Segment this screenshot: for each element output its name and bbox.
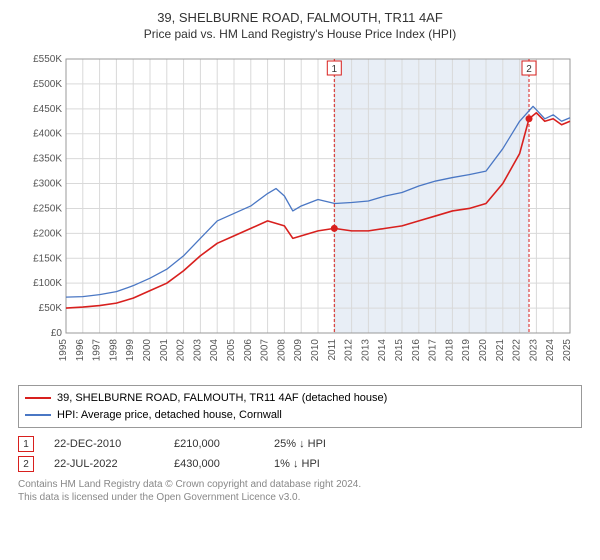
svg-text:£150K: £150K <box>33 253 62 264</box>
chart-area: £0 £50K £100K £150K £200K £250K £300K £350K £400… <box>18 49 582 379</box>
svg-text:£200K: £200K <box>33 228 62 239</box>
svg-text:2018: 2018 <box>444 339 455 362</box>
svg-text:1997: 1997 <box>92 339 103 362</box>
svg-text:£300K: £300K <box>33 179 62 190</box>
svg-text:2001: 2001 <box>159 339 170 362</box>
marker-number-box: 1 <box>18 436 34 452</box>
marker-row: 2 22-JUL-2022 £430,000 1% ↓ HPI <box>18 456 582 472</box>
svg-text:2011: 2011 <box>327 339 338 361</box>
legend: 39, SHELBURNE ROAD, FALMOUTH, TR11 4AF (… <box>18 385 582 428</box>
legend-swatch <box>25 414 51 416</box>
legend-label: 39, SHELBURNE ROAD, FALMOUTH, TR11 4AF (… <box>57 390 387 407</box>
marker-date: 22-DEC-2010 <box>54 438 154 450</box>
svg-text:2014: 2014 <box>377 339 388 362</box>
svg-text:2024: 2024 <box>545 339 556 362</box>
svg-text:2025: 2025 <box>562 339 573 362</box>
svg-text:2005: 2005 <box>226 339 237 362</box>
chart-title: 39, SHELBURNE ROAD, FALMOUTH, TR11 4AF <box>18 10 582 25</box>
svg-text:2020: 2020 <box>478 339 489 362</box>
svg-text:2008: 2008 <box>276 339 287 362</box>
chart-subtitle: Price paid vs. HM Land Registry's House … <box>18 27 582 41</box>
marker-date: 22-JUL-2022 <box>54 458 154 470</box>
marker-price: £210,000 <box>174 438 254 450</box>
svg-text:1995: 1995 <box>58 339 69 362</box>
footer-note: Contains HM Land Registry data © Crown c… <box>18 478 582 504</box>
svg-text:2013: 2013 <box>360 339 371 362</box>
svg-text:2022: 2022 <box>512 339 523 362</box>
svg-text:2002: 2002 <box>176 339 187 362</box>
svg-text:£100K: £100K <box>33 278 62 289</box>
svg-text:£500K: £500K <box>33 79 62 90</box>
svg-text:1999: 1999 <box>125 339 136 362</box>
footer-line1: Contains HM Land Registry data © Crown c… <box>18 478 582 491</box>
svg-text:2000: 2000 <box>142 339 153 362</box>
legend-item: 39, SHELBURNE ROAD, FALMOUTH, TR11 4AF (… <box>25 390 575 407</box>
marker-number-box: 2 <box>18 456 34 472</box>
svg-text:£400K: £400K <box>33 129 62 140</box>
svg-text:2019: 2019 <box>461 339 472 362</box>
footer-line2: This data is licensed under the Open Gov… <box>18 491 582 504</box>
svg-text:2: 2 <box>526 64 532 75</box>
svg-text:£0: £0 <box>51 328 63 339</box>
svg-text:2017: 2017 <box>428 339 439 362</box>
svg-text:2012: 2012 <box>344 339 355 362</box>
chart-container: 39, SHELBURNE ROAD, FALMOUTH, TR11 4AF P… <box>0 0 600 514</box>
svg-text:£450K: £450K <box>33 104 62 115</box>
svg-text:2003: 2003 <box>192 339 203 362</box>
marker-hpi: 1% ↓ HPI <box>274 458 354 470</box>
marker-hpi: 25% ↓ HPI <box>274 438 354 450</box>
svg-text:2016: 2016 <box>411 339 422 362</box>
svg-text:2010: 2010 <box>310 339 321 362</box>
svg-text:2023: 2023 <box>528 339 539 362</box>
marker-price: £430,000 <box>174 458 254 470</box>
svg-text:2009: 2009 <box>293 339 304 362</box>
svg-text:£350K: £350K <box>33 154 62 165</box>
svg-text:2004: 2004 <box>209 339 220 362</box>
svg-text:£50K: £50K <box>39 303 63 314</box>
svg-text:£550K: £550K <box>33 54 62 65</box>
svg-text:£250K: £250K <box>33 203 62 214</box>
svg-text:2015: 2015 <box>394 339 405 362</box>
svg-text:1: 1 <box>332 64 338 75</box>
svg-text:1998: 1998 <box>108 339 119 362</box>
svg-text:2006: 2006 <box>243 339 254 362</box>
marker-table: 1 22-DEC-2010 £210,000 25% ↓ HPI 2 22-JUL-202… <box>18 436 582 472</box>
legend-item: HPI: Average price, detached house, Corn… <box>25 407 575 424</box>
marker-row: 1 22-DEC-2010 £210,000 25% ↓ HPI <box>18 436 582 452</box>
line-chart-svg: £0 £50K £100K £150K £200K £250K £300K £350K £400… <box>18 49 578 379</box>
legend-swatch <box>25 397 51 399</box>
legend-label: HPI: Average price, detached house, Corn… <box>57 407 282 424</box>
svg-text:2021: 2021 <box>495 339 506 362</box>
svg-text:2007: 2007 <box>260 339 271 362</box>
svg-text:1996: 1996 <box>75 339 86 362</box>
